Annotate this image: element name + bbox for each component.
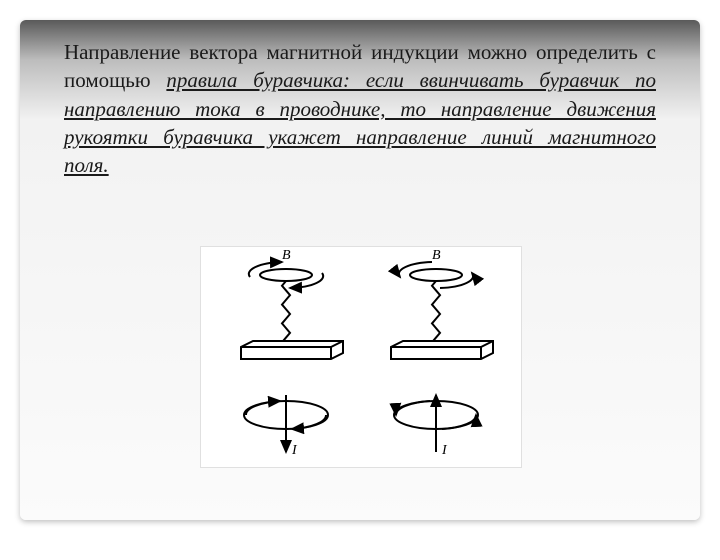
svg-text:B: B <box>432 248 441 263</box>
svg-text:I: I <box>441 443 448 458</box>
slide: Направление вектора магнитной индукции м… <box>20 20 700 520</box>
svg-text:B: B <box>282 248 291 263</box>
diagram-svg: B I B I <box>201 247 521 467</box>
gimlet-rule-diagram: B I B I <box>200 246 522 468</box>
svg-text:I: I <box>291 443 298 458</box>
paragraph: Направление вектора магнитной индукции м… <box>64 38 656 180</box>
